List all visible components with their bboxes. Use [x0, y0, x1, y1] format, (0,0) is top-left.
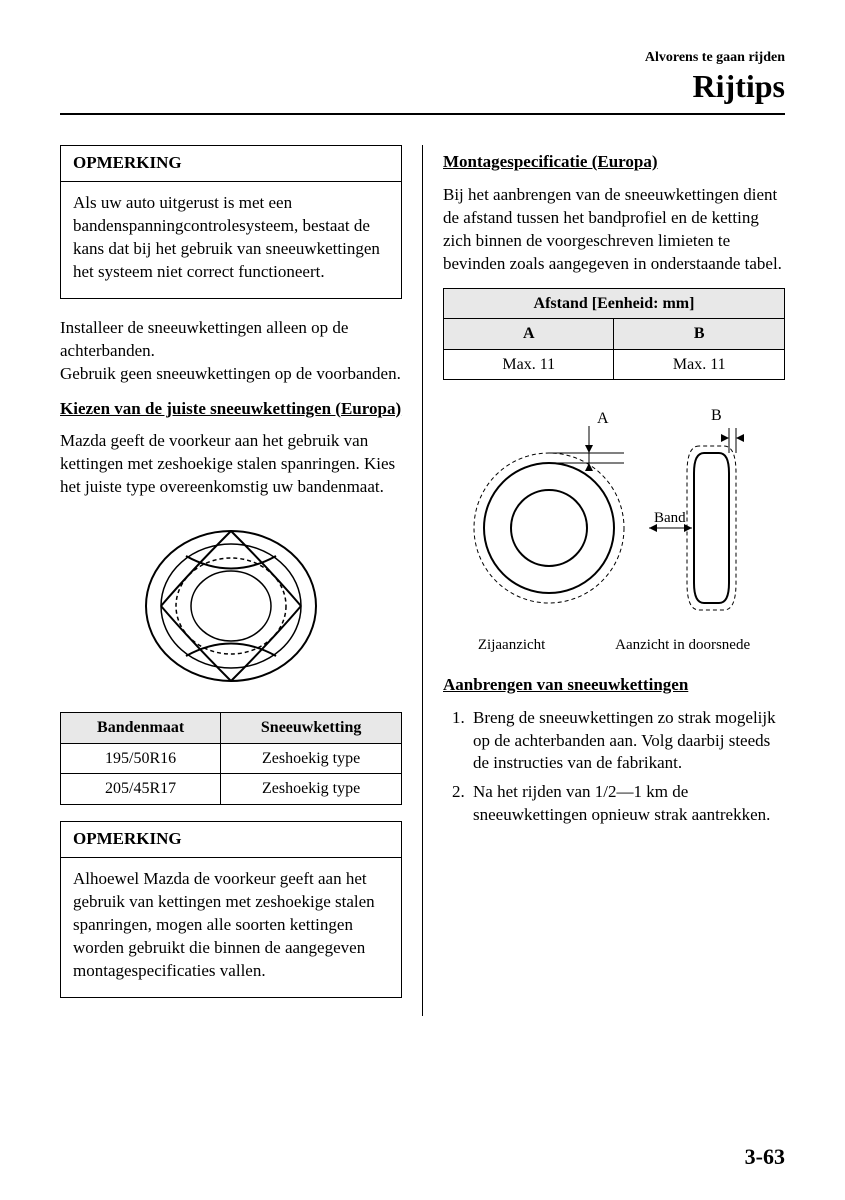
- right-heading1: Montagespecificatie (Europa): [443, 151, 785, 174]
- distance-table: Afstand [Eenheid: mm] A B Max. 11 Max. 1…: [443, 288, 785, 381]
- page-header: Alvorens te gaan rijden Rijtips: [60, 50, 785, 105]
- left-para1: Installeer de sneeuwkettingen alleen op …: [60, 317, 402, 386]
- header-rule: [60, 113, 785, 115]
- note2-body: Alhoewel Mazda de voorkeur geeft aan het…: [61, 858, 401, 997]
- distance-caption: Afstand [Eenheid: mm]: [444, 288, 785, 319]
- column-divider: [422, 145, 423, 1016]
- tire-clearance-diagram: A B Band: [443, 398, 785, 625]
- th-sneeuwketting: Sneeuwketting: [221, 713, 402, 744]
- note1-body: Als uw auto uitgerust is met een bandens…: [61, 182, 401, 298]
- left-column: OPMERKING Als uw auto uitgerust is met e…: [60, 145, 402, 1016]
- diagram-label-a: A: [597, 410, 609, 427]
- left-para2: Mazda geeft de voorkeur aan het gebruik …: [60, 430, 402, 499]
- table-row: 205/45R17 Zeshoekig type: [61, 774, 402, 805]
- page-number: 3-63: [745, 1144, 785, 1170]
- caption-side-view: Zijaanzicht: [478, 635, 545, 655]
- table-row: Max. 11 Max. 11: [444, 349, 785, 380]
- th-a: A: [444, 319, 614, 350]
- right-para1: Bij het aanbrengen van de sneeuwkettinge…: [443, 184, 785, 276]
- th-b: B: [614, 319, 785, 350]
- list-item: Na het rijden van 1/2—1 km de sneeuwkett…: [469, 781, 785, 827]
- note-box-2: OPMERKING Alhoewel Mazda de voorkeur gee…: [60, 821, 402, 998]
- header-title: Rijtips: [60, 68, 785, 105]
- content-columns: OPMERKING Als uw auto uitgerust is met e…: [60, 145, 785, 1016]
- list-item: Breng de sneeuwkettingen zo strak mogeli…: [469, 707, 785, 776]
- right-heading2: Aanbrengen van sneeuwkettingen: [443, 674, 785, 697]
- note2-title: OPMERKING: [61, 822, 194, 857]
- diagram-label-b: B: [711, 407, 722, 424]
- note1-title: OPMERKING: [61, 146, 194, 181]
- note-box-1: OPMERKING Als uw auto uitgerust is met e…: [60, 145, 402, 299]
- diagram-captions: Zijaanzicht Aanzicht in doorsnede: [443, 635, 785, 655]
- left-heading1: Kiezen van de juiste sneeuwkettingen (Eu…: [60, 398, 402, 421]
- th-bandenmaat: Bandenmaat: [61, 713, 221, 744]
- header-subtitle: Alvorens te gaan rijden: [60, 50, 785, 66]
- table-row: 195/50R16 Zeshoekig type: [61, 743, 402, 774]
- caption-cross-section: Aanzicht in doorsnede: [615, 635, 750, 655]
- installation-steps: Breng de sneeuwkettingen zo strak mogeli…: [443, 707, 785, 828]
- right-column: Montagespecificatie (Europa) Bij het aan…: [443, 145, 785, 1016]
- snow-chain-illustration: [60, 511, 402, 698]
- diagram-label-band: Band: [654, 510, 686, 526]
- tire-size-table: Bandenmaat Sneeuwketting 195/50R16 Zesho…: [60, 712, 402, 805]
